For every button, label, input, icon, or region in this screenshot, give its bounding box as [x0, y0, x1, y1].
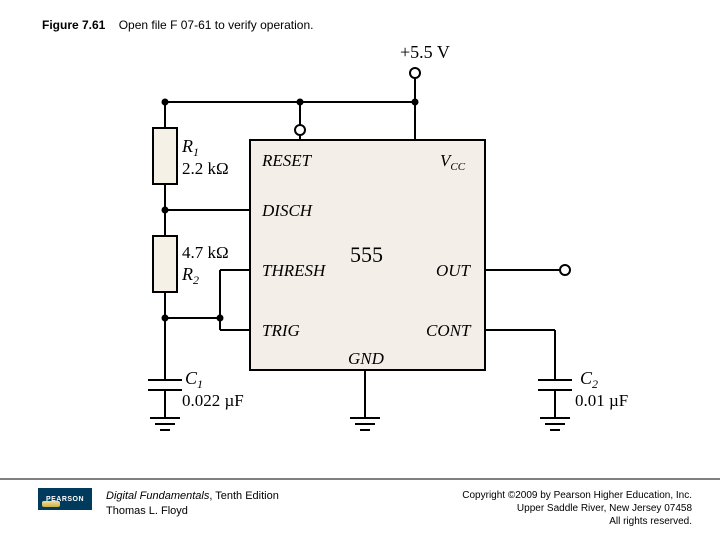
- pin-disch: DISCH: [261, 201, 314, 220]
- out-terminal: [560, 265, 570, 275]
- c2-value: 0.01 µF: [575, 391, 628, 410]
- footer: PEARSON Digital Fundamentals, Tenth Edit…: [0, 478, 720, 540]
- copyright-2: Upper Saddle River, New Jersey 07458: [517, 503, 692, 514]
- pin-thresh: THRESH: [262, 261, 327, 280]
- figure-number: Figure 7.61: [42, 18, 105, 32]
- r1-name: R1: [181, 136, 199, 159]
- r2-value: 4.7 kΩ: [182, 243, 229, 262]
- copyright-1: Copyright ©2009 by Pearson Higher Educat…: [462, 490, 692, 501]
- figure-caption: Figure 7.61 Open file F 07-61 to verify …: [42, 18, 313, 32]
- c1-name: C1: [185, 368, 203, 391]
- resistor-r1: [153, 128, 177, 184]
- pin-gnd: GND: [348, 349, 385, 368]
- resistor-r2: [153, 236, 177, 292]
- pin-out: OUT: [436, 261, 472, 280]
- author: Thomas L. Floyd: [106, 505, 188, 517]
- book-edition: , Tenth Edition: [209, 490, 279, 502]
- pin-cont: CONT: [426, 321, 472, 340]
- publisher-name: PEARSON: [46, 496, 84, 503]
- pin-trig: TRIG: [262, 321, 300, 340]
- copyright-block: Copyright ©2009 by Pearson Higher Educat…: [462, 489, 692, 528]
- ic-label: 555: [350, 242, 383, 267]
- supply-label: +5.5 V: [400, 42, 450, 62]
- c2-name: C2: [580, 368, 598, 391]
- copyright-3: All rights reserved.: [609, 516, 692, 527]
- figure-text: Open file F 07-61 to verify operation.: [119, 18, 314, 32]
- publisher-badge: PEARSON: [38, 488, 92, 510]
- book-credit: Digital Fundamentals, Tenth Edition Thom…: [106, 489, 279, 518]
- c1-value: 0.022 µF: [182, 391, 244, 410]
- schematic-svg: +5.5 V R1 2.2 kΩ 4.7 kΩ R2 C1 0.022: [80, 40, 640, 460]
- book-title: Digital Fundamentals: [106, 490, 209, 502]
- supply-terminal: [410, 68, 420, 78]
- r1-value: 2.2 kΩ: [182, 159, 229, 178]
- reset-terminal: [295, 125, 305, 135]
- pin-reset: RESET: [261, 151, 313, 170]
- r2-name: R2: [181, 264, 199, 287]
